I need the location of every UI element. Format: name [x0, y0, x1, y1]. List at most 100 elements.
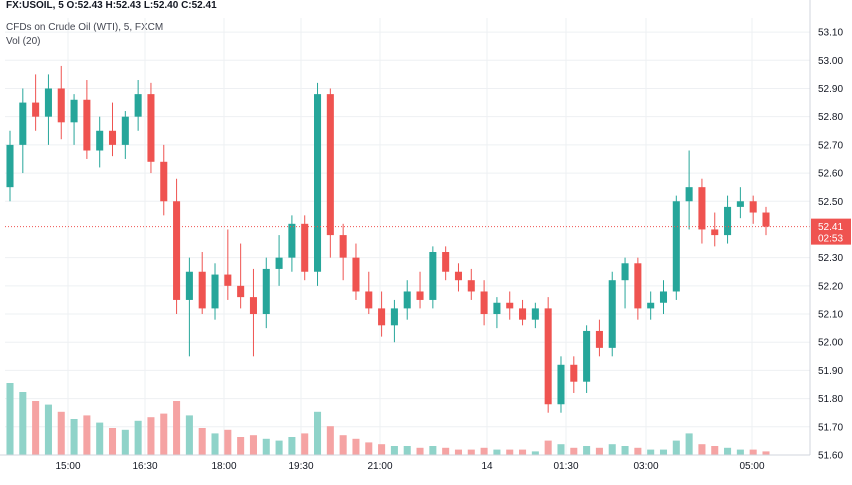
volume-bar	[519, 449, 527, 455]
price-tick-label: 53.10	[818, 28, 843, 39]
candle-body	[724, 206, 732, 236]
candle-body	[403, 291, 411, 309]
price-tick-label: 53.00	[818, 56, 843, 67]
candle-body	[224, 274, 232, 286]
volume-bar	[147, 417, 155, 455]
candle-body	[493, 302, 501, 315]
volume-bar	[83, 415, 91, 455]
price-tick-label: 52.00	[818, 338, 843, 349]
volume-bar	[121, 429, 129, 455]
candle-body	[454, 271, 462, 281]
volume-bar	[275, 440, 283, 455]
candle-body	[390, 308, 398, 326]
volume-bar	[198, 428, 206, 455]
time-axis[interactable]: 15:00 16:30 18:00 19:30 21:00 14 01:30 03:00 05:…	[0, 454, 810, 472]
candle-body	[198, 271, 206, 309]
candle-body	[570, 364, 578, 382]
volume-bar	[698, 444, 706, 455]
candle-body	[595, 330, 603, 348]
candle-body	[6, 144, 14, 188]
volume-bar	[211, 433, 219, 455]
volume-bar	[506, 449, 514, 455]
volume-bar	[134, 420, 142, 455]
volume-bar	[647, 449, 655, 455]
volume-bar	[19, 392, 27, 455]
volume-bar	[429, 446, 437, 455]
volume-bar	[70, 419, 78, 455]
volume-bar	[365, 442, 373, 455]
candle-body	[647, 302, 655, 309]
volume-bar	[544, 440, 552, 455]
time-tick-label: 03:00	[633, 461, 658, 472]
volume-bar	[6, 383, 14, 455]
time-tick-label: 16:30	[132, 461, 157, 472]
candle-body	[44, 88, 52, 117]
candle-body	[173, 201, 181, 300]
last-price-label: 52.41	[818, 222, 843, 233]
candle-body	[442, 252, 450, 272]
price-tick-label: 51.80	[818, 394, 843, 405]
volume-bar	[249, 435, 257, 455]
candle-body	[147, 94, 155, 162]
candle-body	[749, 201, 757, 213]
price-tick-label: 52.60	[818, 169, 843, 180]
price-tick-label: 52.10	[818, 310, 843, 321]
countdown-label: 02:53	[818, 234, 843, 245]
candle-body	[762, 212, 770, 227]
price-tick-label: 51.70	[818, 422, 843, 433]
price-tick-label: 51.90	[818, 366, 843, 377]
candle-body	[480, 291, 488, 315]
last-price-badge: 52.41 02:53	[811, 218, 851, 245]
candle-body	[467, 280, 475, 292]
candle-body	[57, 88, 65, 123]
candle-body	[378, 308, 386, 326]
candle-body	[288, 223, 296, 258]
candle-body	[121, 116, 129, 145]
volume-bar	[339, 435, 347, 455]
symbol-ohlc-line: FX:USOIL, 5 O:52.43 H:52.43 L:52.40 C:52…	[6, 0, 217, 11]
price-tick-label: 52.80	[818, 112, 843, 123]
volume-bar	[403, 446, 411, 455]
volume-bar	[570, 447, 578, 455]
volume-bar	[749, 449, 757, 455]
candles	[6, 65, 770, 413]
candle-body	[736, 201, 744, 207]
volume-bar	[442, 447, 450, 455]
candle-body	[698, 187, 706, 230]
volume-bar	[44, 404, 52, 455]
volume-bar	[724, 447, 732, 455]
candle-body	[19, 102, 27, 145]
volume-bar	[659, 449, 668, 455]
volume-bar	[352, 438, 360, 455]
candle-body	[185, 271, 193, 300]
volume-bar	[173, 401, 181, 455]
candle-body	[211, 274, 219, 309]
candle-body	[634, 263, 642, 309]
candle-body	[301, 223, 309, 272]
volume-bar	[711, 446, 719, 455]
price-tick-label: 52.90	[818, 84, 843, 95]
candle-body	[416, 291, 424, 300]
volume-bar	[237, 437, 245, 455]
time-tick-label: 21:00	[367, 461, 392, 472]
candle-body	[249, 297, 257, 315]
candle-body	[557, 364, 565, 405]
candle-body	[531, 308, 539, 320]
candle-body	[352, 257, 360, 292]
time-tick-label: 15:00	[55, 461, 80, 472]
volume-bar	[314, 411, 322, 455]
price-tick-label: 52.70	[818, 140, 843, 151]
candle-body	[237, 285, 245, 298]
volume-bar	[685, 433, 693, 455]
volume-bar	[32, 401, 40, 455]
volume-bar	[185, 415, 193, 455]
candle-body	[608, 280, 616, 348]
instrument-title: CFDs on Crude Oil (WTI), 5, FXCM	[6, 22, 164, 33]
price-axis[interactable]: 53.10 53.00 52.90 52.80 52.70 52.60 52.50 52.30…	[809, 0, 843, 462]
volume-bar	[467, 449, 475, 455]
volume-bar	[224, 429, 232, 455]
volume-bar	[480, 447, 488, 455]
time-tick-label: 19:30	[288, 461, 313, 472]
volume-bar	[390, 446, 398, 455]
